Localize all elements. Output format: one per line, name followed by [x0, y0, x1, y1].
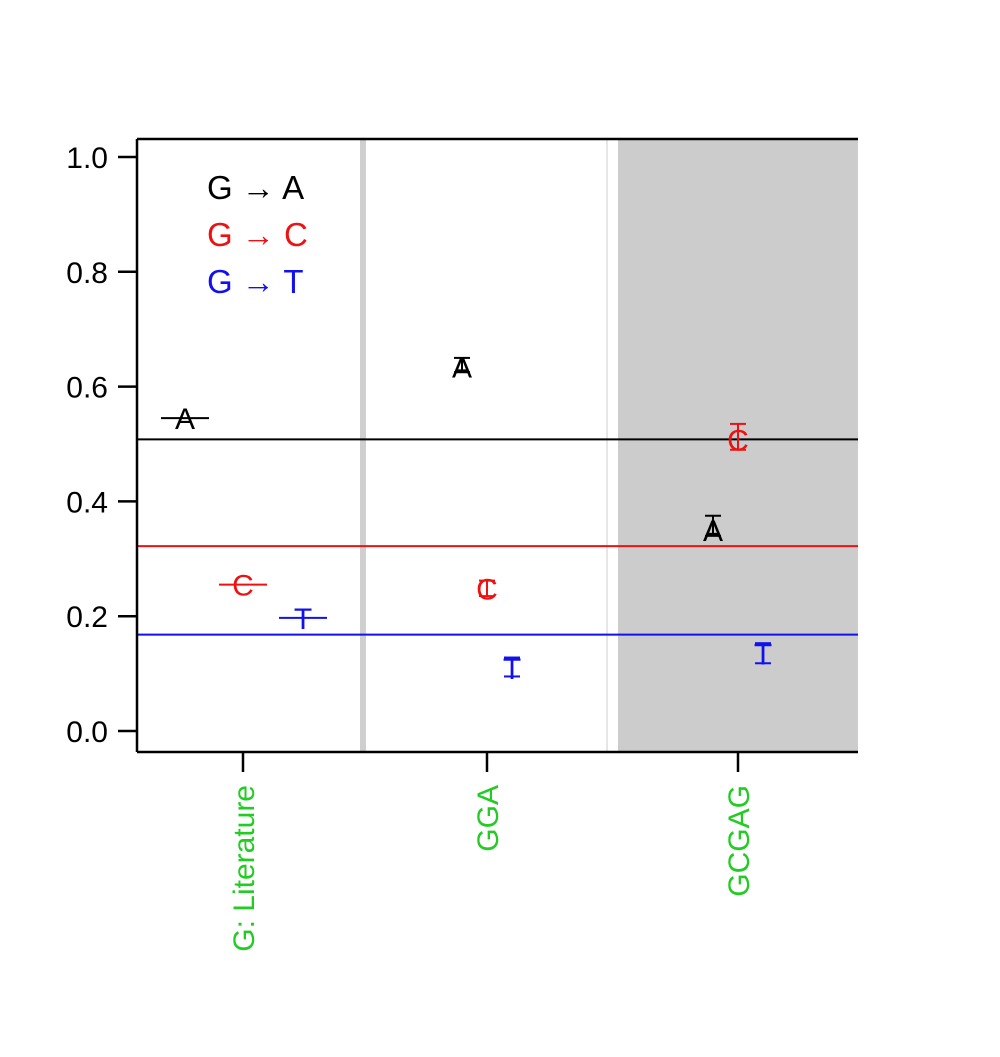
y-tick-label: 0.8	[66, 257, 108, 290]
y-tick-label: 1.0	[66, 142, 108, 175]
legend-entry: G → C	[207, 216, 308, 253]
y-tick-label: 0.2	[66, 601, 108, 634]
x-tick-label: GGA	[472, 785, 505, 852]
panel-divider	[360, 139, 366, 752]
data-point: A	[175, 403, 195, 436]
data-point: T	[754, 639, 772, 672]
data-point: C	[727, 424, 749, 457]
legend-entry: G → A	[207, 169, 304, 206]
y-tick-label: 0.6	[66, 372, 108, 405]
data-point: A	[452, 352, 472, 385]
data-point: T	[294, 603, 312, 636]
data-point: A	[703, 515, 723, 548]
data-point: C	[476, 574, 498, 607]
y-tick-label: 0.0	[66, 716, 108, 749]
data-point: C	[232, 570, 254, 603]
legend-entry: G → T	[207, 263, 304, 300]
data-point: T	[503, 653, 521, 686]
x-tick-label: G: Literature	[228, 785, 261, 952]
x-tick-label: GCGAG	[723, 785, 756, 897]
y-tick-label: 0.4	[66, 486, 108, 519]
